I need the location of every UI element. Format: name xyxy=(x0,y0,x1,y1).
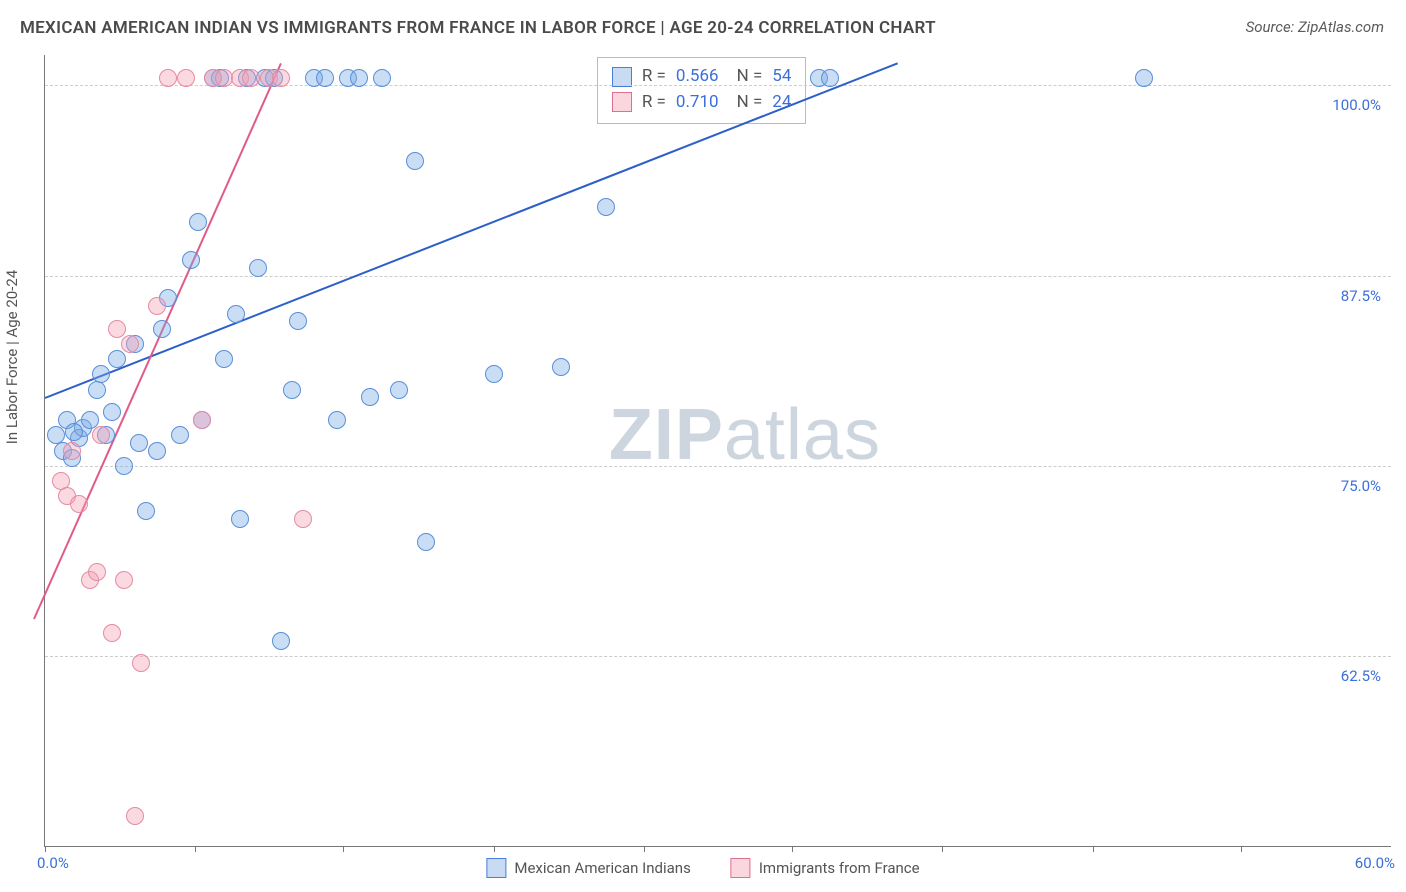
x-axis-max-label: 60.0% xyxy=(1355,854,1395,872)
data-point-pink xyxy=(126,807,144,825)
gridline xyxy=(45,276,1391,277)
data-point-pink xyxy=(92,426,110,444)
data-point-pink xyxy=(88,563,106,581)
y-tick-label: 62.5% xyxy=(1341,667,1381,685)
chart-title: MEXICAN AMERICAN INDIAN VS IMMIGRANTS FR… xyxy=(20,18,936,38)
data-point-blue xyxy=(148,442,166,460)
bottom-legend: Mexican American Indians Immigrants from… xyxy=(486,858,919,878)
data-point-pink xyxy=(115,571,133,589)
data-point-blue xyxy=(115,457,133,475)
legend-item-blue: Mexican American Indians xyxy=(486,858,690,878)
data-point-pink xyxy=(193,411,211,429)
stats-legend-box: R = 0.566 N = 54 R = 0.710 N = 24 xyxy=(597,57,807,124)
x-tick xyxy=(45,846,46,852)
stat-r-pink: 0.710 xyxy=(676,90,719,116)
data-point-blue xyxy=(485,365,503,383)
stats-row-pink: R = 0.710 N = 24 xyxy=(612,90,792,116)
data-point-pink xyxy=(148,297,166,315)
data-point-blue xyxy=(316,69,334,87)
data-point-blue xyxy=(88,381,106,399)
trend-line-blue xyxy=(45,63,898,400)
x-tick xyxy=(494,846,495,852)
data-point-blue xyxy=(103,403,121,421)
chart-source: Source: ZipAtlas.com xyxy=(1246,18,1384,36)
data-point-pink xyxy=(121,335,139,353)
data-point-blue xyxy=(406,152,424,170)
data-point-pink xyxy=(108,320,126,338)
x-tick xyxy=(343,846,344,852)
x-tick xyxy=(195,846,196,852)
data-point-blue xyxy=(552,358,570,376)
trend-line-pink xyxy=(33,63,282,619)
x-tick xyxy=(644,846,645,852)
data-point-blue xyxy=(231,510,249,528)
data-point-pink xyxy=(63,442,81,460)
watermark-rest: atlas xyxy=(724,395,881,475)
data-point-pink xyxy=(272,69,290,87)
data-point-pink xyxy=(132,654,150,672)
data-point-blue xyxy=(272,632,290,650)
data-point-blue xyxy=(350,69,368,87)
swatch-pink-icon xyxy=(612,92,632,112)
data-point-blue xyxy=(130,434,148,452)
data-point-blue xyxy=(373,69,391,87)
data-point-blue xyxy=(153,320,171,338)
data-point-blue xyxy=(215,350,233,368)
x-tick xyxy=(1241,846,1242,852)
swatch-blue-icon xyxy=(486,858,506,878)
data-point-blue xyxy=(417,533,435,551)
y-tick-label: 87.5% xyxy=(1341,287,1381,305)
data-point-blue xyxy=(597,198,615,216)
data-point-pink xyxy=(159,69,177,87)
y-axis-label: In Labor Force | Age 20-24 xyxy=(3,270,21,444)
gridline xyxy=(45,466,1391,467)
chart-container: MEXICAN AMERICAN INDIAN VS IMMIGRANTS FR… xyxy=(0,0,1406,892)
data-point-blue xyxy=(108,350,126,368)
data-point-pink xyxy=(242,69,260,87)
data-point-blue xyxy=(289,312,307,330)
data-point-blue xyxy=(283,381,301,399)
data-point-blue xyxy=(65,423,83,441)
legend-label-blue: Mexican American Indians xyxy=(514,859,690,877)
data-point-blue xyxy=(361,388,379,406)
data-point-blue xyxy=(821,69,839,87)
data-point-blue xyxy=(171,426,189,444)
data-point-blue xyxy=(328,411,346,429)
x-axis-min-label: 0.0% xyxy=(37,854,69,872)
data-point-pink xyxy=(294,510,312,528)
data-point-blue xyxy=(227,305,245,323)
data-point-blue xyxy=(182,251,200,269)
legend-label-pink: Immigrants from France xyxy=(759,859,920,877)
y-tick-label: 100.0% xyxy=(1332,96,1381,114)
y-tick-label: 75.0% xyxy=(1341,477,1381,495)
x-tick xyxy=(1093,846,1094,852)
data-point-pink xyxy=(70,495,88,513)
data-point-pink xyxy=(177,69,195,87)
data-point-blue xyxy=(137,502,155,520)
data-point-blue xyxy=(92,365,110,383)
swatch-pink-icon xyxy=(731,858,751,878)
plot-area: ZIPatlas R = 0.566 N = 54 R = 0.710 N = … xyxy=(44,55,1391,847)
x-tick xyxy=(792,846,793,852)
gridline xyxy=(45,656,1391,657)
data-point-blue xyxy=(249,259,267,277)
watermark: ZIPatlas xyxy=(609,394,881,476)
data-point-blue xyxy=(1135,69,1153,87)
x-tick xyxy=(942,846,943,852)
legend-item-pink: Immigrants from France xyxy=(731,858,920,878)
data-point-pink xyxy=(103,624,121,642)
watermark-strong: ZIP xyxy=(609,395,724,475)
swatch-blue-icon xyxy=(612,67,632,87)
data-point-blue xyxy=(189,213,207,231)
data-point-blue xyxy=(390,381,408,399)
